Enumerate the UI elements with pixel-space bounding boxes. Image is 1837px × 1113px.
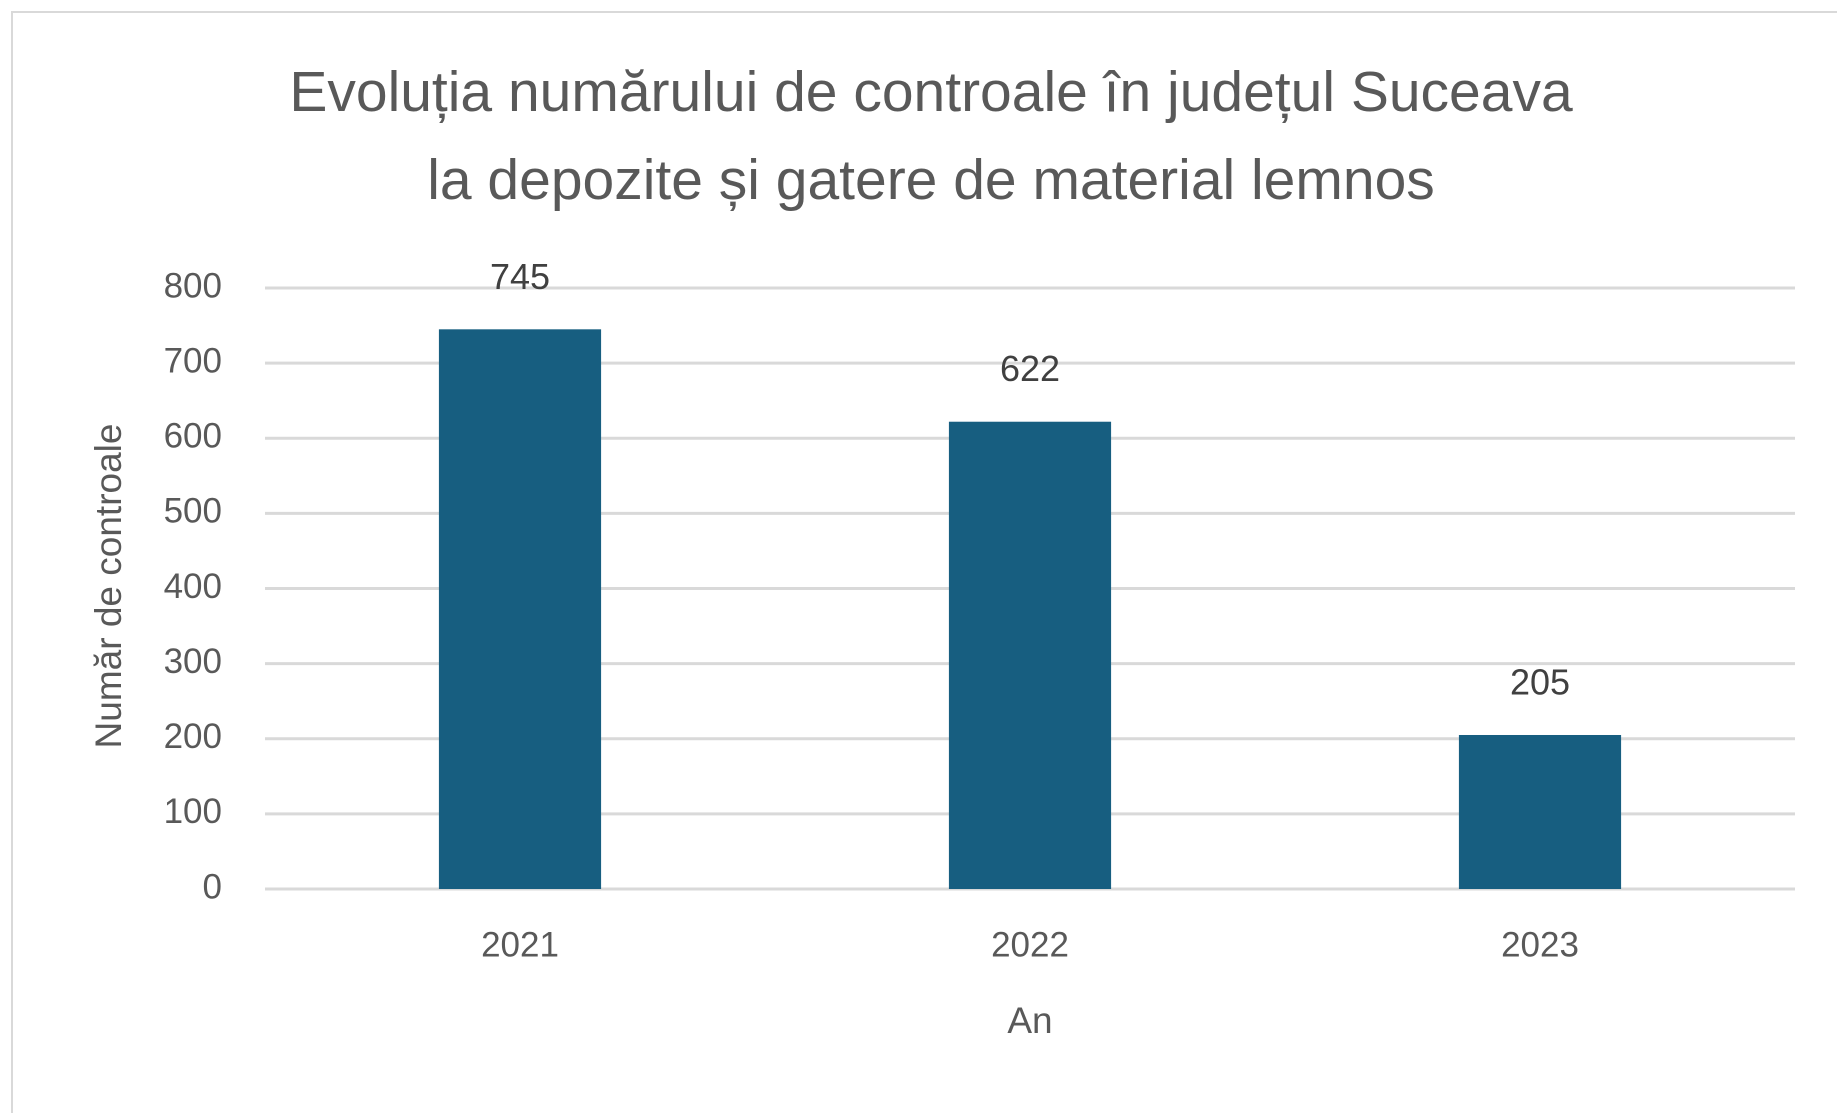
y-tick-label: 300 [164, 642, 222, 681]
data-label: 745 [490, 256, 550, 297]
y-tick-label: 200 [164, 717, 222, 756]
x-axis-label: An [1007, 1000, 1052, 1041]
y-tick-label: 100 [164, 792, 222, 831]
x-tick-label: 2022 [991, 925, 1069, 964]
data-label: 622 [1000, 348, 1060, 389]
y-tick-label: 500 [164, 492, 222, 531]
x-tick-label: 2021 [481, 925, 559, 964]
bar [948, 421, 1112, 889]
y-tick-label: 400 [164, 567, 222, 606]
y-axis-label: Număr de controale [88, 424, 129, 749]
y-tick-label: 800 [164, 266, 222, 305]
data-label: 205 [1510, 662, 1570, 703]
y-tick-label: 700 [164, 341, 222, 380]
y-tick-label: 600 [164, 417, 222, 456]
chart-title: la depozite și gatere de material lemnos [427, 148, 1435, 212]
x-tick-label: 2023 [1501, 925, 1579, 964]
y-tick-label: 0 [203, 867, 222, 906]
chart-border [11, 11, 1837, 1113]
bar [1458, 734, 1622, 889]
bar [438, 329, 602, 890]
chart-title: Evoluția numărului de controale în județ… [289, 60, 1573, 124]
